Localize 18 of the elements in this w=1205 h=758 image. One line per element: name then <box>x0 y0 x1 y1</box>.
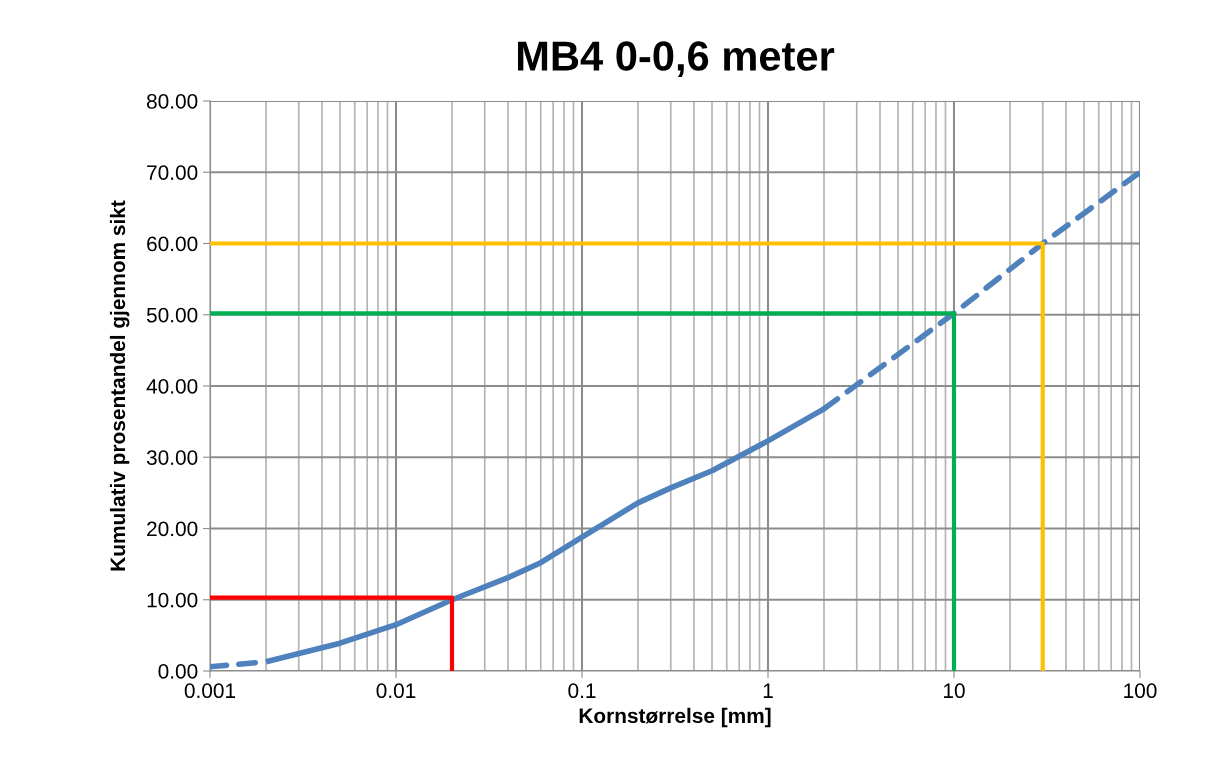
x-axis-title: Kornstørrelse [mm] <box>579 707 771 728</box>
chart-title: MB4 0-0,6 meter <box>518 41 835 77</box>
y-tick-label: 40.00 <box>146 379 198 394</box>
y-tick-label: 60.00 <box>147 236 198 252</box>
y-tick-label: 30.00 <box>146 450 198 465</box>
y-tick-label: 20.00 <box>147 521 198 537</box>
x-tick-label: 10 <box>944 683 965 699</box>
x-tick-label: 100 <box>1124 683 1157 699</box>
y-axis-title: Kumulativ prosentandel gjennom sikt <box>109 200 130 571</box>
y-tick-label: 10.00 <box>147 592 198 608</box>
y-tick-label: 70.00 <box>147 165 198 180</box>
y-tick-label: 0.00 <box>158 664 198 679</box>
y-tick-label: 50.00 <box>146 307 198 323</box>
x-tick-label: 0.001 <box>184 683 236 699</box>
x-tick-label: 1 <box>763 683 773 698</box>
y-tick-label: 80.00 <box>146 94 198 109</box>
x-tick-label: 0.1 <box>568 683 596 699</box>
x-tick-label: 0.01 <box>376 683 416 699</box>
